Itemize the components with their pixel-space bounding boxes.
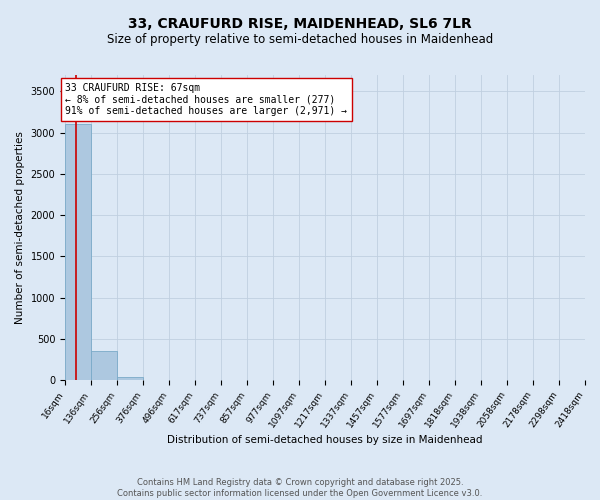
Y-axis label: Number of semi-detached properties: Number of semi-detached properties xyxy=(15,131,25,324)
Text: Size of property relative to semi-detached houses in Maidenhead: Size of property relative to semi-detach… xyxy=(107,32,493,46)
Bar xyxy=(91,351,117,380)
X-axis label: Distribution of semi-detached houses by size in Maidenhead: Distribution of semi-detached houses by … xyxy=(167,435,483,445)
Text: 33 CRAUFURD RISE: 67sqm
← 8% of semi-detached houses are smaller (277)
91% of se: 33 CRAUFURD RISE: 67sqm ← 8% of semi-det… xyxy=(65,82,347,116)
Text: 33, CRAUFURD RISE, MAIDENHEAD, SL6 7LR: 33, CRAUFURD RISE, MAIDENHEAD, SL6 7LR xyxy=(128,18,472,32)
Text: Contains HM Land Registry data © Crown copyright and database right 2025.
Contai: Contains HM Land Registry data © Crown c… xyxy=(118,478,482,498)
Bar xyxy=(65,124,91,380)
Bar xyxy=(117,377,143,380)
